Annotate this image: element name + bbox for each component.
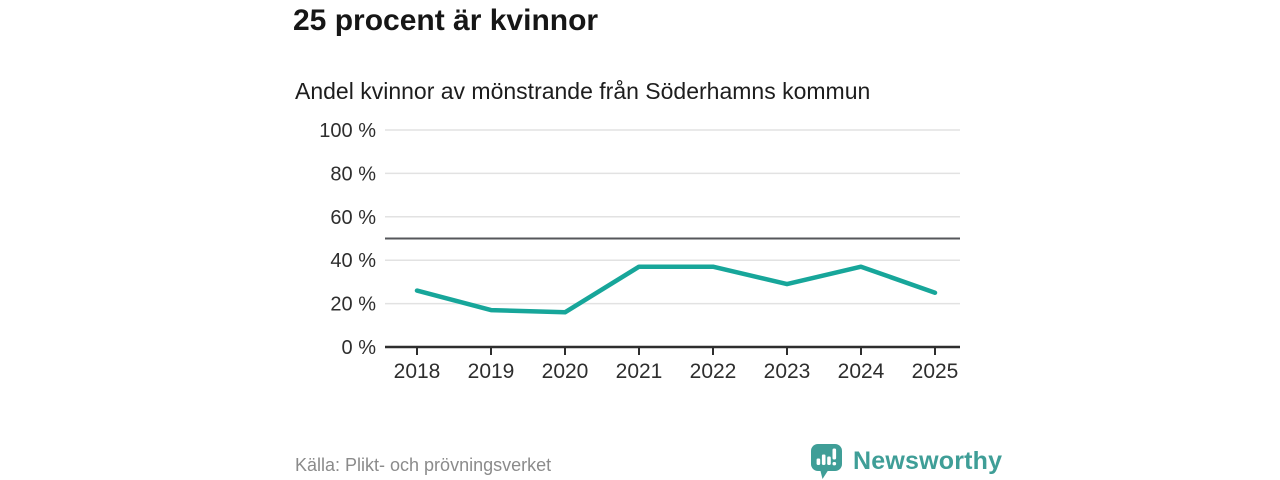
data-line: [414, 264, 938, 315]
x-tick-label: 2020: [542, 360, 589, 383]
x-tick-label: 2021: [616, 360, 663, 383]
chart-subtitle: Andel kvinnor av mönstrande från Söderha…: [295, 78, 871, 104]
y-tick-label: 80 %: [330, 163, 376, 185]
x-tick-label: 2025: [912, 360, 959, 383]
chart-title: 25 procent är kvinnor: [293, 4, 599, 37]
x-tick-label: 2018: [394, 360, 441, 383]
newsworthy-logo[interactable]: Newsworthy: [810, 443, 1002, 480]
bar-chart-speech-bubble-icon: [811, 444, 842, 479]
y-tick-label: 100 %: [319, 120, 376, 142]
brand-name: Newsworthy: [853, 447, 1003, 475]
y-tick-label: 40 %: [330, 250, 376, 272]
x-tick-label: 2023: [764, 360, 811, 383]
y-tick-label: 60 %: [330, 207, 376, 229]
source-caption: Källa: Plikt- och prövningsverket: [295, 455, 552, 475]
x-tick-label: 2024: [838, 360, 885, 383]
y-tick-label: 20 %: [330, 294, 376, 316]
x-tick-label: 2022: [690, 360, 737, 383]
line-chart: 0 % 20 % 40 % 60 % 80 % 100 % 2018 2019 2020 2021…: [319, 120, 960, 383]
y-tick-label: 0 %: [342, 337, 377, 359]
x-tick-label: 2019: [468, 360, 515, 383]
